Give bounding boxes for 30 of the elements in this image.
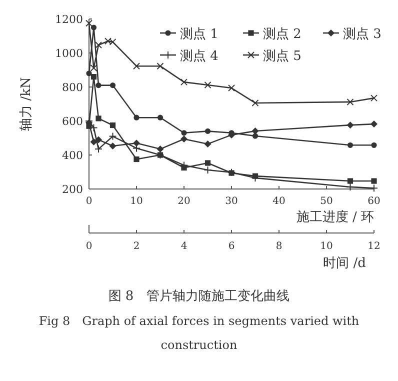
x-tick-label: 50 [320, 196, 333, 207]
x2-axis-title: 时间 /d [323, 256, 366, 271]
x2-tick-label: 6 [228, 241, 235, 252]
legend-label: 测点 3 [343, 27, 382, 42]
y-tick-label: 200 [62, 183, 83, 196]
x-axis-title: 施工进度 / 环 [296, 209, 374, 225]
text: Fig 8 Graph of axial forces in segments varied with construction [38, 314, 360, 352]
y-axis-title: 轴力 /kN [19, 77, 34, 131]
legend-label: 测点 5 [263, 49, 302, 64]
y-tick-label: 1000 [55, 47, 83, 60]
y-tick-label: 800 [62, 81, 83, 94]
legend-label: 测点 2 [263, 27, 302, 42]
text: 图 8 管片轴力随施工变化曲线 [108, 289, 290, 304]
x-tick-label: 20 [178, 196, 190, 207]
y-tick-label: 600 [62, 115, 83, 128]
x2-tick-label: 8 [276, 241, 282, 252]
x-tick-label: 30 [225, 196, 238, 207]
legend-label: 测点 4 [180, 49, 218, 64]
x2-tick-label: 10 [320, 241, 333, 252]
x-tick-label: 40 [272, 196, 286, 207]
x-tick-label: 0 [86, 196, 92, 207]
x2-tick-label: 12 [368, 241, 380, 252]
legend-label: 测点 1 [180, 27, 218, 42]
y-tick-label: 1200 [55, 13, 83, 26]
x2-tick-label: 0 [86, 241, 92, 252]
x2-tick-label: 2 [133, 241, 140, 252]
x2-tick-label: 4 [180, 241, 188, 252]
y-tick-label: 400 [62, 149, 83, 162]
x-tick-label: 10 [130, 196, 143, 207]
x-tick-label: 60 [368, 196, 380, 207]
